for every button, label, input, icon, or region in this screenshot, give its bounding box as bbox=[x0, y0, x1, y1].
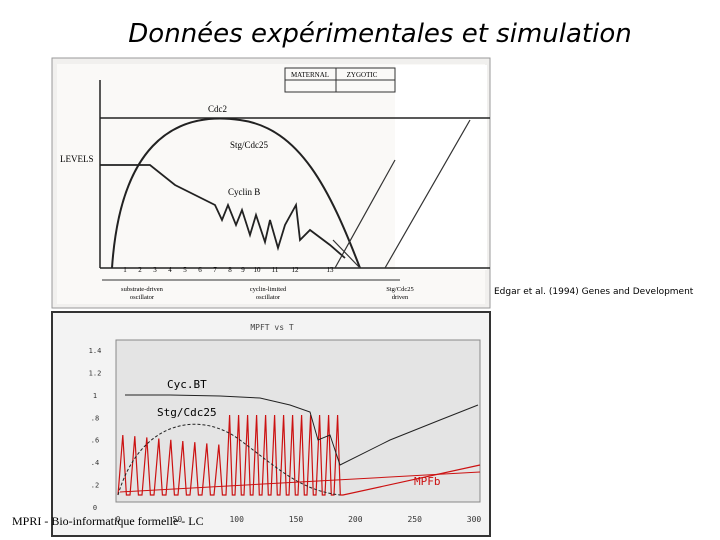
mpfb-baseline bbox=[119, 471, 481, 493]
y-tick-label: 1.2 bbox=[89, 369, 102, 377]
lower-figure: MPFT vs T 1.4 1.2 1 .8 .6 .4 .2 0 0 50 100 150 200 25… bbox=[51, 311, 491, 537]
curve-label: Stg/Cdc25 bbox=[157, 406, 217, 419]
curve-label: MPFb bbox=[414, 475, 441, 488]
cycle-number: 9 bbox=[241, 266, 245, 274]
y-tick-label: 1 bbox=[93, 392, 97, 400]
x-tick-label: 0 bbox=[116, 515, 121, 524]
cyclin-curve bbox=[125, 394, 479, 466]
y-tick-label: 0 bbox=[93, 504, 97, 512]
cycle-number: 5 bbox=[183, 266, 187, 274]
curve-label: Stg/Cdc25 bbox=[230, 140, 269, 150]
phase-label: cyclin-limited bbox=[250, 286, 287, 293]
blank-area bbox=[395, 65, 487, 270]
cycle-number: 7 bbox=[213, 266, 217, 274]
tick-labels: 1.4 1.2 1 .8 .6 .4 .2 0 0 50 100 150 200 250 300 bbox=[89, 347, 482, 524]
cycle-number: 4 bbox=[168, 266, 172, 274]
phase-label: oscillator bbox=[256, 294, 281, 301]
y-label: LEVELS bbox=[60, 154, 94, 164]
y-tick-label: .2 bbox=[91, 482, 99, 490]
phase-label: driven bbox=[392, 294, 409, 301]
upper-figure: MATERNAL ZYGOTIC Cdc2 LEVELS Stg/Cdc25 C… bbox=[51, 57, 491, 309]
cycle-number: 8 bbox=[228, 266, 232, 274]
x-tick-label: 250 bbox=[407, 515, 422, 524]
cycle-number: 10 bbox=[254, 266, 262, 274]
header-label: ZYGOTIC bbox=[347, 71, 378, 79]
y-tick-label: .8 bbox=[91, 414, 99, 422]
cycle-number: 3 bbox=[153, 266, 157, 274]
y-tick-label: .4 bbox=[91, 459, 99, 467]
curve-label: Cyc.BT bbox=[167, 378, 207, 391]
header-label: MATERNAL bbox=[291, 71, 329, 79]
x-tick-label: 150 bbox=[289, 515, 304, 524]
plot-title: MPFT vs T bbox=[250, 323, 294, 332]
x-tick-label: 300 bbox=[467, 515, 482, 524]
x-tick-label: 100 bbox=[229, 515, 244, 524]
phase-label: substrate-driven bbox=[121, 286, 164, 293]
y-tick-label: .6 bbox=[91, 437, 99, 445]
cycle-number: 2 bbox=[138, 266, 142, 274]
x-tick-label: 50 bbox=[173, 515, 183, 524]
phase-label: oscillator bbox=[130, 294, 155, 301]
footer: MPRI - Bio-informatique formelle - LC bbox=[12, 514, 204, 528]
slide-title: Données expérimentales et simulation bbox=[128, 19, 631, 49]
stg-curve bbox=[111, 117, 361, 269]
cycle-number: 6 bbox=[198, 266, 202, 274]
x-tick-label: 200 bbox=[348, 515, 363, 524]
stg-curve bbox=[117, 423, 341, 496]
cycle-number: 12 bbox=[292, 266, 300, 274]
cycle-numbers: 1 2 3 4 5 6 7 8 9 10 11 12 13 bbox=[123, 266, 334, 274]
curve-label: Cdc2 bbox=[208, 104, 227, 114]
cycle-number: 13 bbox=[327, 266, 335, 274]
cyclin-curve bbox=[100, 164, 346, 259]
phase-label: Stg/Cdc25 bbox=[386, 286, 413, 293]
cycle-number: 11 bbox=[272, 266, 279, 274]
curve-label: Cyclin B bbox=[228, 187, 260, 197]
y-tick-label: 1.4 bbox=[89, 347, 102, 355]
zygotic-curves bbox=[332, 119, 471, 269]
citation: Edgar et al. (1994) Genes and Developmen… bbox=[494, 287, 694, 297]
cycle-number: 1 bbox=[123, 266, 127, 274]
